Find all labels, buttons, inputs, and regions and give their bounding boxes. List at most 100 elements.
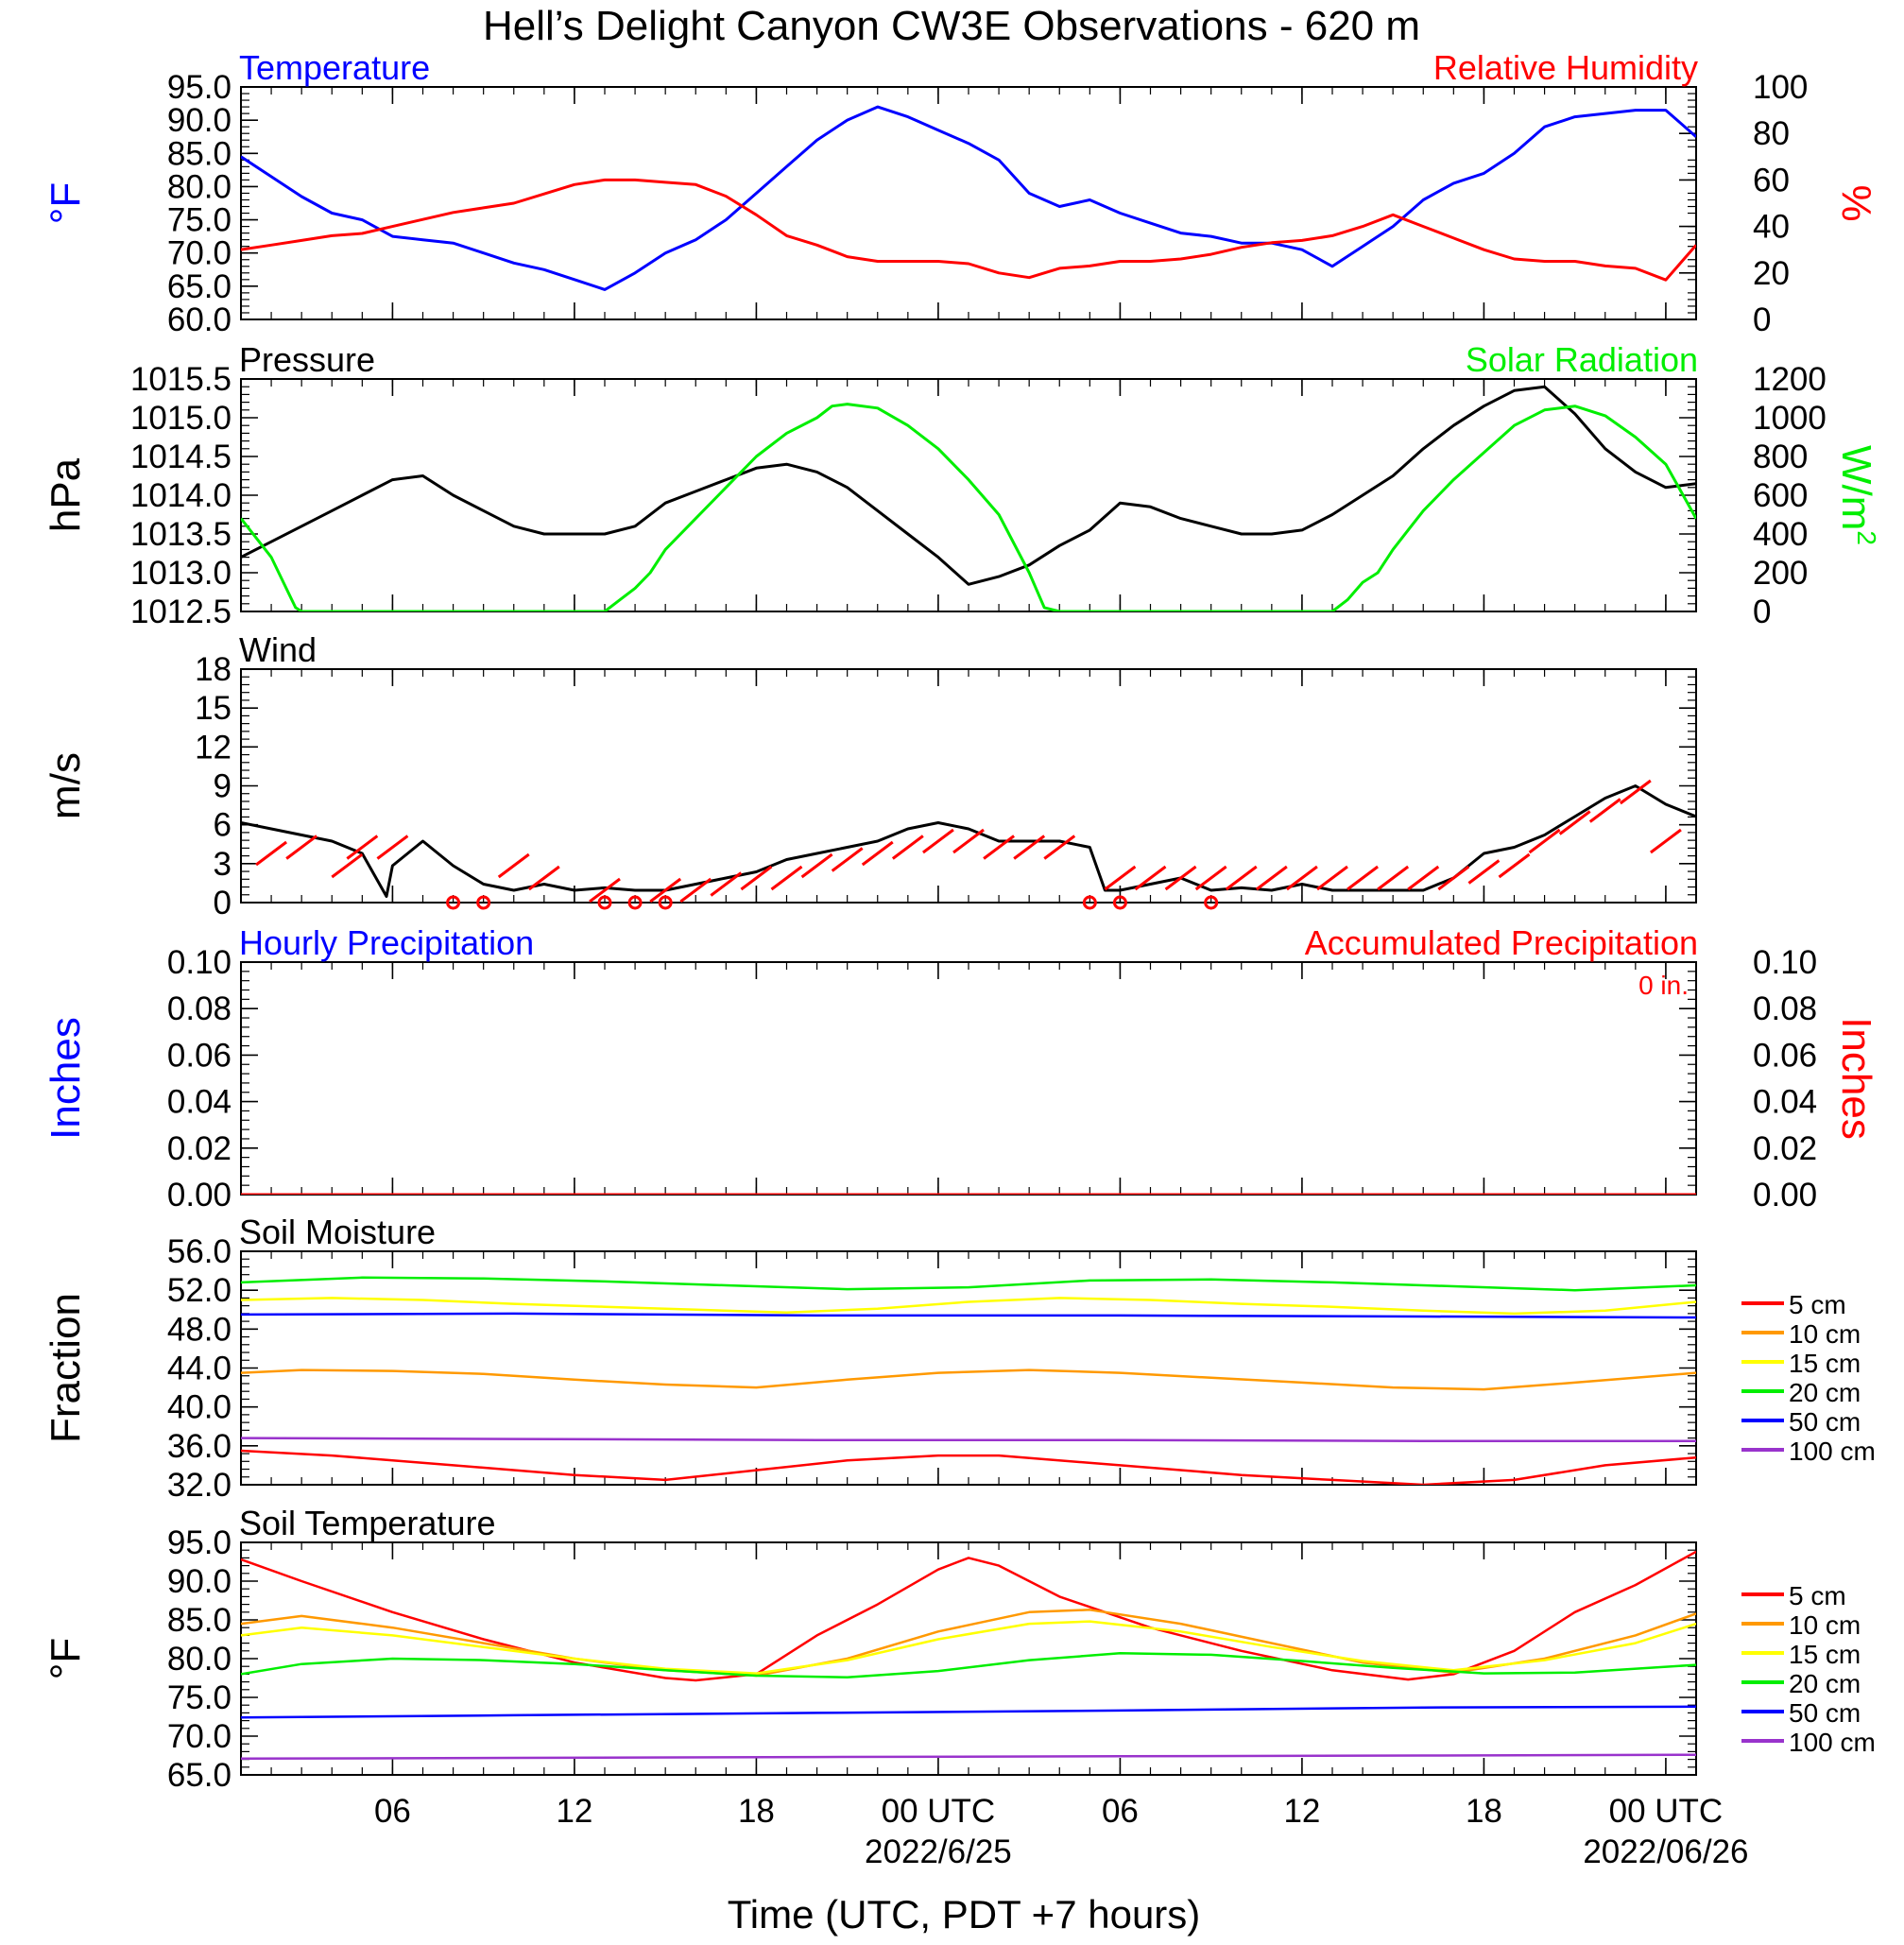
wind-barb bbox=[346, 835, 379, 860]
y-tick-label: 0.10 bbox=[167, 944, 232, 981]
y-right-tick-label: 0 bbox=[1753, 594, 1771, 630]
series-line-20cm bbox=[241, 1276, 1696, 1292]
y-right-tick-label: 60 bbox=[1753, 162, 1790, 198]
accumulated-total: 0 in. bbox=[1638, 971, 1689, 1000]
wind-barb bbox=[770, 865, 803, 891]
y-tick-label: 0.02 bbox=[167, 1130, 232, 1167]
wind-barb bbox=[740, 865, 773, 891]
x-tick-label: 00 UTC bbox=[1609, 1793, 1724, 1830]
panel-right-title: Solar Radiation bbox=[1466, 340, 1698, 379]
y-right-axis-label-text: Inches bbox=[1833, 1017, 1879, 1140]
y-right-axis-label-text: W/m bbox=[1833, 445, 1879, 530]
y-axis-label: Inches bbox=[43, 1017, 89, 1140]
calm-wind-marker bbox=[658, 895, 673, 910]
panel-precipitation: 0.10 0.08 0.06 0.04 0.02 0.00 0.10 0.08 0.06 0.04… bbox=[43, 923, 1879, 1213]
legend-label: 50 cm bbox=[1789, 1698, 1861, 1728]
y-tick-label: 9 bbox=[214, 768, 232, 805]
panel-title: Pressure bbox=[239, 340, 375, 379]
y-right-tick-label: 0.08 bbox=[1753, 990, 1817, 1027]
wind-barb bbox=[1558, 810, 1591, 835]
wind-barb bbox=[589, 877, 621, 903]
panel-frame bbox=[240, 668, 1697, 904]
series-group bbox=[241, 1276, 1696, 1485]
y-tick-label: 95.0 bbox=[167, 1524, 232, 1561]
y-tick-label: 36.0 bbox=[167, 1428, 232, 1465]
wind-barb bbox=[1467, 859, 1501, 885]
x-tick-label: 06 bbox=[374, 1793, 411, 1830]
y-axis-label: hPa bbox=[43, 457, 89, 532]
y-right-tick-label: 20 bbox=[1753, 255, 1790, 292]
series-group bbox=[241, 779, 1696, 903]
calm-wind-marker bbox=[446, 895, 461, 910]
y-right-tick-label: 100 bbox=[1753, 69, 1808, 106]
legend-label: 100 cm bbox=[1789, 1437, 1876, 1466]
y-right-axis-label-sup: 2 bbox=[1852, 530, 1881, 545]
wind-barb bbox=[1437, 865, 1470, 891]
y-tick-label: 1013.0 bbox=[130, 555, 232, 592]
legend-label: 5 cm bbox=[1789, 1290, 1846, 1319]
wind-barb bbox=[710, 871, 743, 897]
wind-barb bbox=[1407, 865, 1440, 891]
y-right-axis-label-text: % bbox=[1833, 184, 1879, 221]
y-tick-label: 48.0 bbox=[167, 1311, 232, 1348]
series-line-0 bbox=[241, 105, 1696, 291]
y-tick-label: 15 bbox=[195, 690, 232, 727]
wind-barb bbox=[1164, 865, 1197, 891]
wind-barb bbox=[1619, 779, 1652, 805]
y-axis-label: °F bbox=[43, 1638, 89, 1679]
calm-wind-marker bbox=[1082, 895, 1097, 910]
y-right-tick-label: 80 bbox=[1753, 115, 1790, 152]
legend-label: 15 cm bbox=[1789, 1349, 1861, 1378]
legend-label: 100 cm bbox=[1789, 1728, 1876, 1757]
panel-right-title: Relative Humidity bbox=[1433, 48, 1698, 87]
wind-barb bbox=[831, 847, 864, 872]
y-right-tick-label: 0.10 bbox=[1753, 944, 1817, 981]
wind-barb bbox=[1588, 798, 1621, 823]
wind-barb bbox=[1043, 835, 1076, 860]
legend-label: 10 cm bbox=[1789, 1610, 1861, 1640]
panel-frame bbox=[240, 1250, 1697, 1486]
y-tick-label: 1013.5 bbox=[130, 516, 232, 553]
y-tick-label: 0.08 bbox=[167, 990, 232, 1027]
y-right-axis-label: Inches bbox=[1833, 1017, 1879, 1140]
wind-barb bbox=[1134, 865, 1167, 891]
panel-frame bbox=[240, 378, 1697, 612]
legend-label: 50 cm bbox=[1789, 1407, 1861, 1437]
wind-barb bbox=[1225, 865, 1258, 891]
wind-barb bbox=[952, 828, 985, 854]
y-tick-label: 1014.0 bbox=[130, 477, 232, 514]
y-tick-label: 18 bbox=[195, 651, 232, 688]
y-tick-label: 32.0 bbox=[167, 1467, 232, 1504]
series-group bbox=[241, 1550, 1696, 1761]
legend-label: 20 cm bbox=[1789, 1669, 1861, 1698]
y-tick-label: 65.0 bbox=[167, 268, 232, 305]
y-tick-label: 65.0 bbox=[167, 1757, 232, 1794]
y-right-tick-label: 200 bbox=[1753, 555, 1808, 592]
x-tick-label: 12 bbox=[1283, 1793, 1320, 1830]
legend-label: 20 cm bbox=[1789, 1378, 1861, 1407]
series-line-1 bbox=[241, 403, 1696, 611]
y-tick-label: 0 bbox=[214, 885, 232, 921]
y-tick-label: 60.0 bbox=[167, 301, 232, 338]
series-line-100cm bbox=[241, 1753, 1696, 1761]
series-line-0 bbox=[241, 385, 1696, 586]
wind-barb bbox=[1347, 865, 1379, 891]
wind-barb bbox=[1286, 865, 1318, 891]
panel-frame bbox=[240, 86, 1697, 320]
y-tick-label: 56.0 bbox=[167, 1233, 232, 1270]
y-tick-label: 90.0 bbox=[167, 102, 232, 139]
x-date-label: 2022/6/25 bbox=[865, 1833, 1012, 1870]
panel-title: Soil Moisture bbox=[239, 1213, 436, 1251]
y-tick-label: 70.0 bbox=[167, 1718, 232, 1755]
legend-label: 10 cm bbox=[1789, 1319, 1861, 1349]
y-right-tick-label: 0.04 bbox=[1753, 1084, 1817, 1121]
y-right-tick-label: 40 bbox=[1753, 209, 1790, 246]
y-tick-label: 3 bbox=[214, 846, 232, 883]
y-right-tick-label: 1000 bbox=[1753, 400, 1827, 437]
y-tick-label: 52.0 bbox=[167, 1272, 232, 1309]
panel-frame bbox=[240, 1541, 1697, 1776]
y-tick-label: 85.0 bbox=[167, 1602, 232, 1639]
